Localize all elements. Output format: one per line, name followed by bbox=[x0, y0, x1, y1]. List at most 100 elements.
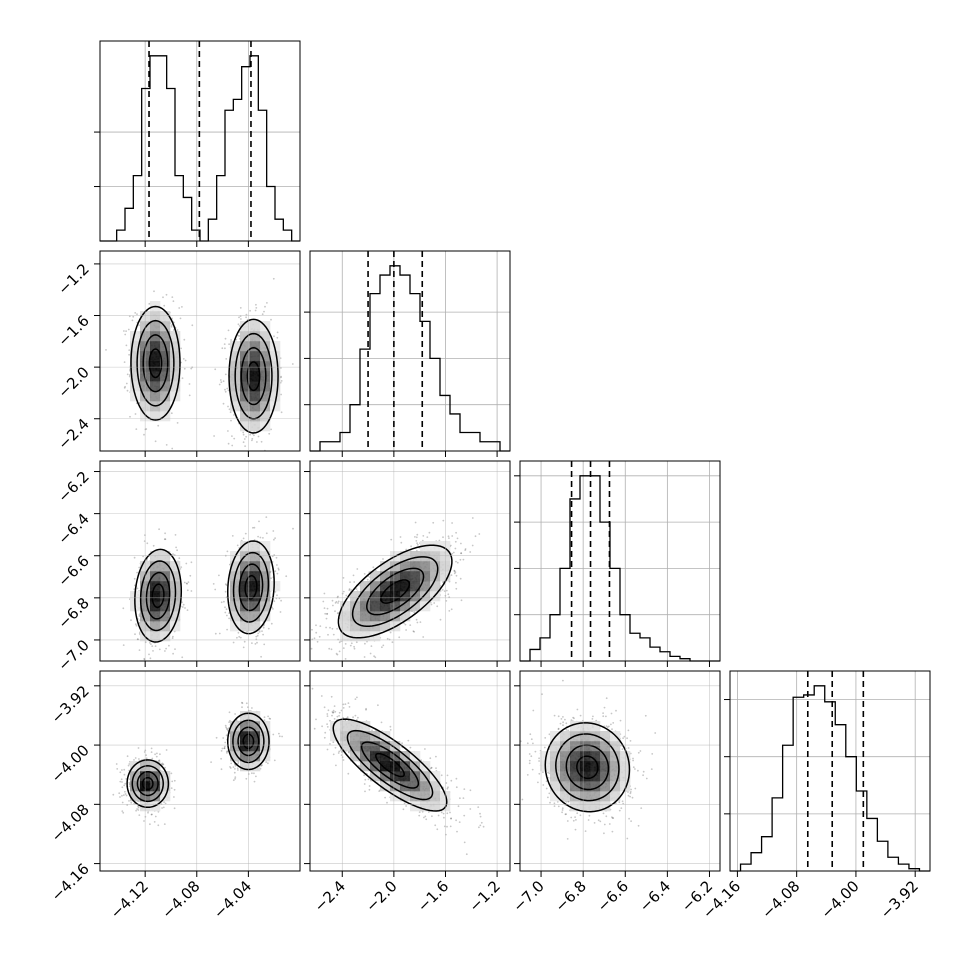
scatter-point bbox=[138, 758, 140, 760]
scatter-point bbox=[226, 614, 228, 617]
scatter-point bbox=[253, 780, 256, 783]
scatter-point bbox=[112, 793, 115, 796]
contour-2-1 bbox=[228, 318, 279, 434]
scatter-point bbox=[226, 628, 229, 631]
scatter-panel-1-3 bbox=[94, 460, 301, 667]
scatter-point bbox=[154, 753, 157, 756]
scatter-point bbox=[270, 428, 272, 431]
scatter-point bbox=[422, 535, 425, 537]
density-cell bbox=[250, 591, 261, 602]
scatter-point bbox=[124, 782, 127, 785]
scatter-point bbox=[260, 655, 262, 658]
scatter-point bbox=[165, 444, 168, 446]
scatter-panel-1-2 bbox=[94, 250, 301, 457]
scatter-point bbox=[224, 724, 227, 727]
density-cell bbox=[130, 361, 141, 372]
scatter-point bbox=[162, 296, 164, 299]
scatter-point bbox=[272, 530, 275, 532]
scatter-point bbox=[338, 650, 341, 653]
scatter-point bbox=[249, 433, 252, 436]
density-cell bbox=[260, 591, 271, 602]
scatter-point bbox=[261, 764, 263, 766]
scatter-point bbox=[133, 556, 136, 559]
density-cell bbox=[230, 621, 241, 632]
scatter-point bbox=[448, 610, 451, 612]
scatter-point bbox=[355, 641, 358, 644]
scatter-point bbox=[267, 715, 269, 718]
density-cell bbox=[260, 411, 271, 422]
density-cell bbox=[260, 391, 271, 402]
scatter-point bbox=[220, 601, 223, 604]
scatter-point bbox=[138, 649, 141, 651]
scatter-point bbox=[190, 367, 193, 370]
density-cell bbox=[270, 361, 281, 372]
density-cell bbox=[230, 351, 241, 362]
scatter-point bbox=[263, 643, 266, 646]
scatter-point bbox=[218, 632, 221, 635]
scatter-point bbox=[170, 787, 173, 789]
scatter-point bbox=[225, 608, 228, 611]
density-cell bbox=[170, 351, 181, 362]
density-cell bbox=[240, 381, 251, 392]
scatter-point bbox=[164, 538, 167, 541]
density-cell bbox=[230, 561, 241, 572]
scatter-point bbox=[164, 766, 166, 769]
scatter-point bbox=[414, 521, 417, 524]
density-cell bbox=[240, 361, 251, 372]
contour-2-3 bbox=[240, 347, 267, 406]
scatter-point bbox=[276, 331, 279, 334]
density-cell bbox=[150, 631, 161, 642]
scatter-point bbox=[363, 573, 366, 575]
scatter-point bbox=[232, 779, 235, 782]
scatter-point bbox=[121, 794, 123, 797]
density-cell bbox=[160, 561, 171, 572]
scatter-point bbox=[258, 630, 261, 633]
scatter-point bbox=[234, 777, 237, 780]
density-cell bbox=[240, 371, 251, 382]
scatter-point bbox=[265, 516, 268, 518]
scatter-point bbox=[173, 796, 175, 798]
scatter-panel-2-3 bbox=[304, 460, 511, 667]
scatter-point bbox=[277, 568, 280, 571]
scatter-point bbox=[125, 794, 128, 797]
density-cell bbox=[160, 611, 171, 622]
density-cell bbox=[160, 581, 171, 592]
scatter-point bbox=[164, 802, 167, 805]
density-cell bbox=[150, 351, 161, 362]
scatter-point bbox=[455, 531, 457, 534]
density-cell bbox=[130, 371, 141, 382]
scatter-point bbox=[233, 771, 236, 774]
contour-1-2 bbox=[139, 560, 177, 632]
contour-1-4 bbox=[151, 583, 165, 609]
scatter-point bbox=[214, 632, 217, 635]
density-cell bbox=[130, 351, 141, 362]
scatter-point bbox=[255, 775, 257, 778]
scatter-point bbox=[311, 628, 313, 631]
density-cell bbox=[170, 381, 181, 392]
scatter-point bbox=[150, 643, 152, 645]
scatter-point bbox=[157, 810, 160, 813]
scatter-point bbox=[145, 428, 148, 430]
density-cell bbox=[240, 401, 251, 412]
density-cell bbox=[250, 331, 261, 342]
density-cell bbox=[240, 611, 251, 622]
hist-frame-1 bbox=[99, 40, 301, 242]
scatter-point bbox=[170, 412, 173, 415]
scatter-point bbox=[184, 607, 186, 609]
scatter-point bbox=[136, 313, 138, 315]
scatter-point bbox=[151, 757, 154, 760]
scatter-point bbox=[268, 432, 271, 435]
scatter-point bbox=[168, 644, 170, 647]
scatter-point bbox=[162, 763, 165, 766]
hist-panel-1 bbox=[94, 40, 301, 247]
density-cell bbox=[270, 391, 281, 402]
scatter-point bbox=[416, 543, 419, 546]
scatter-point bbox=[155, 755, 158, 758]
scatter-point bbox=[220, 750, 223, 752]
scatter-point bbox=[236, 544, 239, 547]
scatter-point bbox=[262, 537, 264, 539]
scatter-point bbox=[134, 413, 137, 415]
scatter-point bbox=[241, 706, 243, 709]
scatter-point bbox=[225, 358, 228, 360]
density-cell bbox=[160, 391, 171, 402]
